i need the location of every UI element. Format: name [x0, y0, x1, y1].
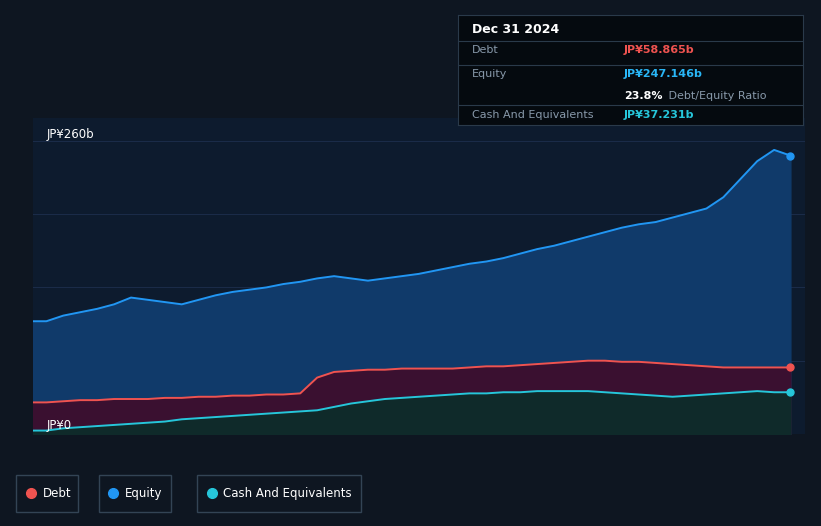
Text: 2017: 2017: [235, 466, 264, 479]
Text: 2019: 2019: [370, 466, 400, 479]
Text: JP¥247.146b: JP¥247.146b: [624, 69, 703, 79]
Text: Equity: Equity: [125, 487, 163, 500]
Text: JP¥37.231b: JP¥37.231b: [624, 110, 694, 120]
Text: JP¥58.865b: JP¥58.865b: [624, 45, 695, 55]
Text: 23.8%: 23.8%: [624, 91, 662, 101]
Text: 2021: 2021: [505, 466, 535, 479]
Text: 2016: 2016: [167, 466, 197, 479]
Text: Dec 31 2024: Dec 31 2024: [472, 23, 559, 36]
Text: 2015: 2015: [99, 466, 129, 479]
Text: JP¥260b: JP¥260b: [46, 128, 94, 141]
FancyBboxPatch shape: [99, 474, 171, 511]
Text: Debt: Debt: [43, 487, 71, 500]
Text: 2022: 2022: [573, 466, 603, 479]
Text: Debt: Debt: [472, 45, 498, 55]
Text: 2018: 2018: [302, 466, 332, 479]
FancyBboxPatch shape: [197, 474, 361, 511]
Text: 2020: 2020: [438, 466, 467, 479]
Text: Equity: Equity: [472, 69, 507, 79]
Text: Cash And Equivalents: Cash And Equivalents: [223, 487, 352, 500]
FancyBboxPatch shape: [16, 474, 78, 511]
Text: 2024: 2024: [709, 466, 738, 479]
Text: 2023: 2023: [640, 466, 671, 479]
Text: Debt/Equity Ratio: Debt/Equity Ratio: [665, 91, 767, 101]
Text: JP¥0: JP¥0: [46, 419, 71, 432]
Text: Cash And Equivalents: Cash And Equivalents: [472, 110, 594, 120]
